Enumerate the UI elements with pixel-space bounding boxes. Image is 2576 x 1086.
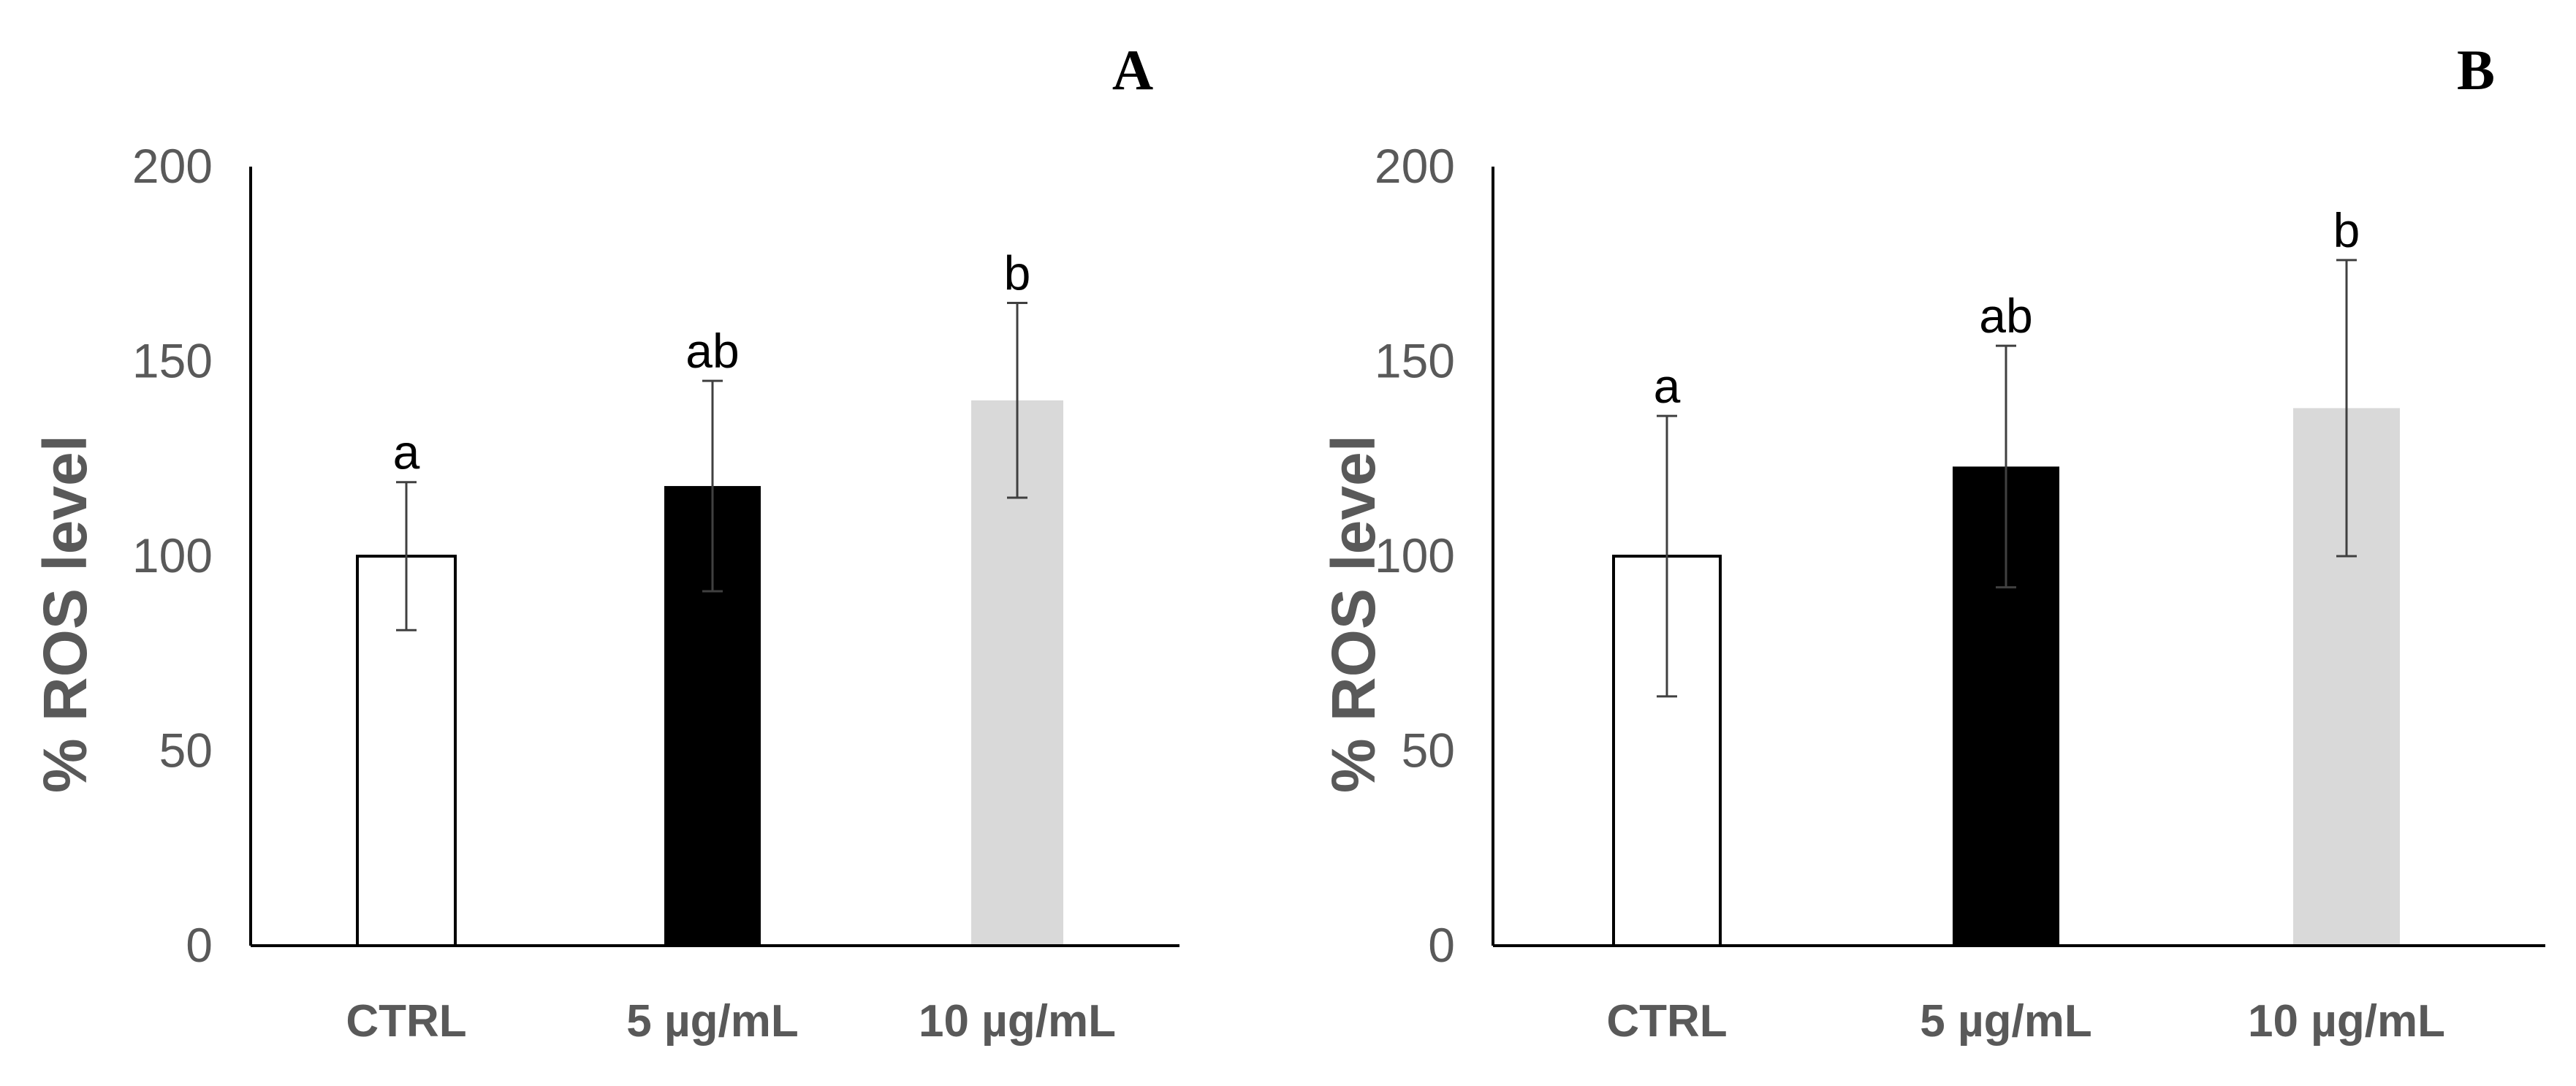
y-tick-label-b-100: 100 xyxy=(1375,528,1455,582)
significance-letter-b-2: b xyxy=(2333,203,2360,257)
x-tick-label-b-0: CTRL xyxy=(1606,996,1727,1047)
panel-label-a: A xyxy=(1112,38,1153,102)
x-tick-label-b-2: 10 µg/mL xyxy=(2248,996,2445,1047)
x-tick-label-a-2: 10 µg/mL xyxy=(919,996,1116,1047)
y-tick-label-a-200: 200 xyxy=(132,139,213,193)
y-tick-label-b-0: 0 xyxy=(1428,918,1455,972)
y-axis-label-b: % ROS level xyxy=(1319,435,1388,793)
significance-letter-a-1: ab xyxy=(685,324,739,378)
significance-letter-a-0: a xyxy=(393,425,420,479)
y-tick-label-a-50: 50 xyxy=(159,724,213,778)
y-tick-label-a-150: 150 xyxy=(132,334,213,388)
x-tick-label-a-1: 5 µg/mL xyxy=(626,996,799,1047)
chart-a-svg: A % ROS level 0 50 100 150 200 a CTRL ab 5 µg/mL… xyxy=(31,38,1179,1047)
y-tick-label-a-100: 100 xyxy=(132,528,213,582)
y-tick-label-b-50: 50 xyxy=(1402,724,1455,778)
x-tick-label-a-0: CTRL xyxy=(346,996,466,1047)
chart-b-svg: B % ROS level 0 50 100 150 200 a CTRL ab 5 µg/mL… xyxy=(1319,38,2545,1047)
x-tick-label-b-1: 5 µg/mL xyxy=(1920,996,2092,1047)
y-axis-label-a: % ROS level xyxy=(31,435,99,793)
significance-letter-b-0: a xyxy=(1654,359,1681,413)
y-tick-label-a-0: 0 xyxy=(186,918,213,972)
chart-panel-b: B % ROS level 0 50 100 150 200 a CTRL ab 5 µg/mL… xyxy=(1288,0,2576,1086)
significance-letter-a-2: b xyxy=(1004,246,1031,300)
panel-label-b: B xyxy=(2457,38,2495,102)
y-tick-label-b-150: 150 xyxy=(1375,334,1455,388)
y-tick-label-b-200: 200 xyxy=(1375,139,1455,193)
chart-panel-a: A % ROS level 0 50 100 150 200 a CTRL ab 5 µg/mL… xyxy=(31,38,1179,1047)
significance-letter-b-1: ab xyxy=(1979,289,2032,343)
